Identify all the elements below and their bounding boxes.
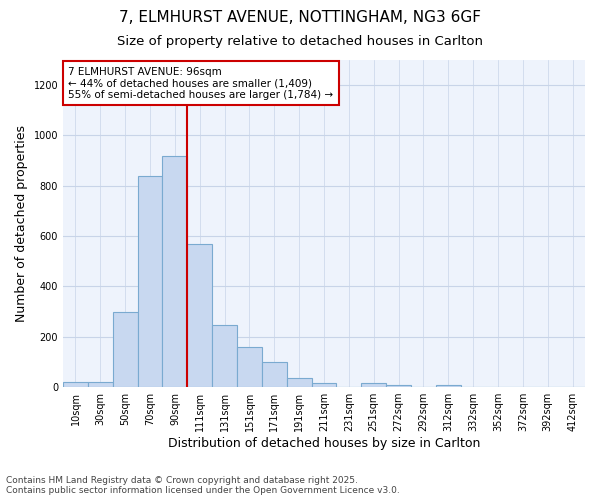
Bar	[287, 378, 311, 387]
Bar	[113, 312, 137, 387]
Bar	[311, 384, 337, 387]
Text: 7, ELMHURST AVENUE, NOTTINGHAM, NG3 6GF: 7, ELMHURST AVENUE, NOTTINGHAM, NG3 6GF	[119, 10, 481, 25]
X-axis label: Distribution of detached houses by size in Carlton: Distribution of detached houses by size …	[168, 437, 480, 450]
Bar	[386, 384, 411, 387]
Bar	[262, 362, 287, 387]
Bar	[163, 156, 187, 387]
Text: 7 ELMHURST AVENUE: 96sqm
← 44% of detached houses are smaller (1,409)
55% of sem: 7 ELMHURST AVENUE: 96sqm ← 44% of detach…	[68, 66, 334, 100]
Bar	[436, 384, 461, 387]
Bar	[212, 326, 237, 387]
Y-axis label: Number of detached properties: Number of detached properties	[15, 125, 28, 322]
Bar	[63, 382, 88, 387]
Bar	[361, 384, 386, 387]
Text: Contains HM Land Registry data © Crown copyright and database right 2025.
Contai: Contains HM Land Registry data © Crown c…	[6, 476, 400, 495]
Bar	[88, 382, 113, 387]
Bar	[187, 244, 212, 387]
Bar	[137, 176, 163, 387]
Text: Size of property relative to detached houses in Carlton: Size of property relative to detached ho…	[117, 35, 483, 48]
Bar	[237, 347, 262, 387]
